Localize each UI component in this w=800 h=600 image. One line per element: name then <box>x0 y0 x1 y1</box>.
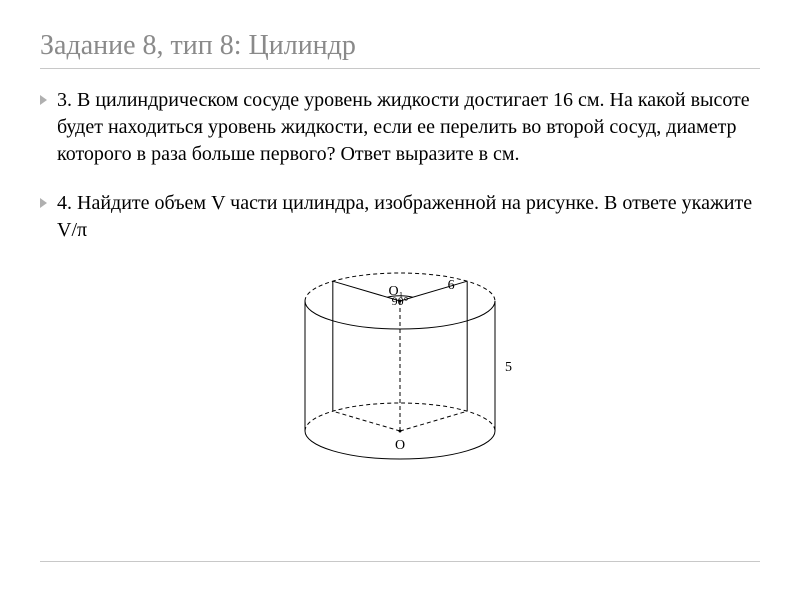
problem-4: 4. Найдите объем V части цилиндра, изобр… <box>40 190 760 244</box>
cylinder-figure: O₁O690°5 <box>250 256 550 486</box>
problem-4-text: 4. Найдите объем V части цилиндра, изобр… <box>57 190 760 244</box>
slide-container: Задание 8, тип 8: Цилиндр 3. В цилиндрич… <box>0 0 800 600</box>
bullet-icon <box>40 198 47 208</box>
figure-wrap: O₁O690°5 <box>40 256 760 491</box>
title-divider <box>40 68 760 69</box>
page-title: Задание 8, тип 8: Цилиндр <box>40 30 760 62</box>
problem-3-text: 3. В цилиндрическом сосуде уровень жидко… <box>57 87 760 168</box>
bottom-divider <box>40 561 760 562</box>
label-height: 5 <box>505 360 512 375</box>
label-O: O <box>395 438 405 453</box>
label-radius: 6 <box>448 278 455 293</box>
bullet-icon <box>40 95 47 105</box>
problem-3: 3. В цилиндрическом сосуде уровень жидко… <box>40 87 760 168</box>
